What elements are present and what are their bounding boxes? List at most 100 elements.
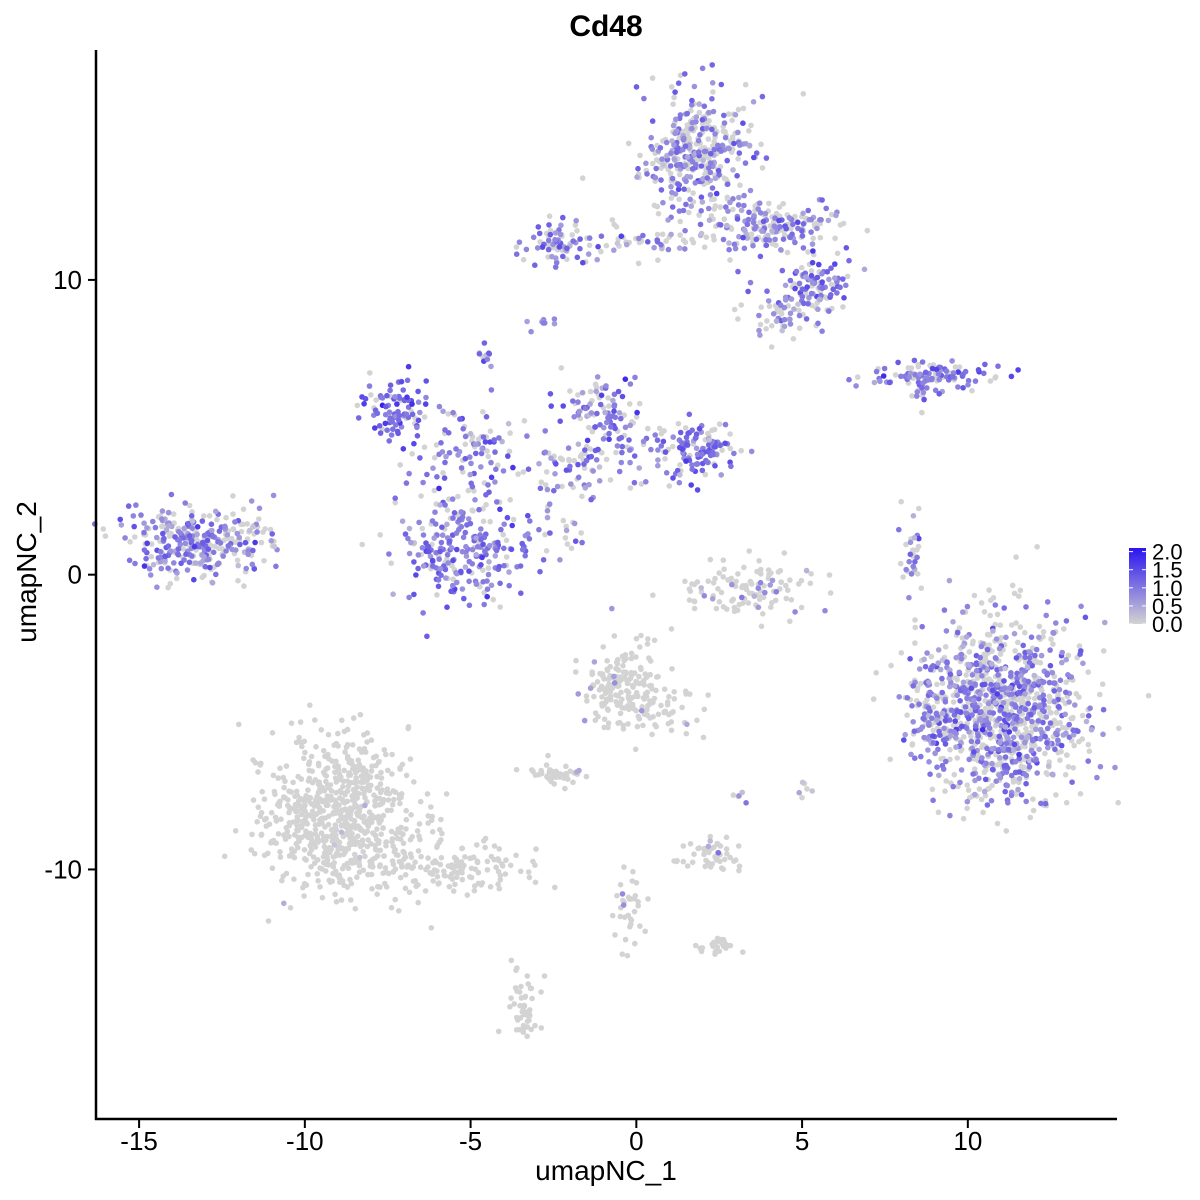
cell-point xyxy=(972,378,979,384)
cell-point xyxy=(971,766,978,772)
cell-point xyxy=(653,723,659,730)
cell-point xyxy=(962,704,969,710)
cell-point xyxy=(244,521,250,527)
cell-point xyxy=(355,415,362,421)
cell-point xyxy=(538,1025,545,1031)
cell-point xyxy=(1023,725,1029,732)
cell-point xyxy=(1027,814,1034,821)
cell-point xyxy=(689,119,696,126)
cell-point xyxy=(425,820,432,826)
cell-point xyxy=(995,363,1001,370)
cell-point xyxy=(763,326,769,332)
cell-point xyxy=(735,571,741,577)
cell-point xyxy=(325,862,332,868)
cell-point xyxy=(1046,679,1053,686)
cell-point xyxy=(1055,703,1062,710)
cell-point xyxy=(618,459,625,466)
cell-point xyxy=(1038,714,1045,720)
cell-point xyxy=(613,692,619,698)
cell-point xyxy=(725,208,731,214)
cell-point xyxy=(403,411,410,418)
cell-point xyxy=(455,452,461,458)
cell-point xyxy=(1042,800,1049,807)
cell-point xyxy=(323,868,329,874)
cell-point xyxy=(493,466,499,473)
cell-point xyxy=(735,316,741,322)
cell-point xyxy=(286,809,292,816)
cell-point xyxy=(220,553,226,559)
cell-point xyxy=(478,526,484,532)
cell-point xyxy=(1022,691,1028,697)
colorbar-label: 2.0 xyxy=(1152,540,1183,565)
cell-point xyxy=(630,684,636,690)
cell-point xyxy=(902,373,908,380)
cell-point xyxy=(374,773,380,780)
cell-point xyxy=(1066,699,1072,705)
cell-point xyxy=(615,667,622,673)
cell-point xyxy=(689,859,696,866)
cell-point xyxy=(989,687,996,694)
cell-point xyxy=(997,622,1004,628)
cell-point xyxy=(699,467,706,474)
cell-point xyxy=(769,241,776,247)
cell-point xyxy=(956,625,963,631)
cell-point xyxy=(907,539,914,546)
cell-point xyxy=(485,482,491,488)
cell-point xyxy=(1001,678,1007,684)
cell-point xyxy=(423,866,429,873)
cell-point xyxy=(981,370,987,377)
cell-point xyxy=(388,560,395,566)
cell-point xyxy=(645,896,651,902)
cell-point xyxy=(942,717,949,724)
cell-point xyxy=(694,451,701,458)
cell-point xyxy=(641,695,647,702)
cell-point xyxy=(354,810,360,816)
cell-point xyxy=(721,566,727,572)
cell-point xyxy=(691,851,697,857)
cell-point xyxy=(1017,587,1024,594)
cell-point xyxy=(992,602,999,608)
cell-point xyxy=(528,328,534,335)
cell-point xyxy=(705,843,712,850)
cell-point xyxy=(726,145,732,152)
x-tick-label: -15 xyxy=(120,1126,158,1156)
cell-point xyxy=(909,742,916,748)
cell-point xyxy=(716,172,722,178)
cell-point xyxy=(375,816,382,823)
cell-point xyxy=(269,865,276,871)
cell-point xyxy=(676,196,682,203)
cell-point xyxy=(968,738,975,745)
cell-point xyxy=(500,468,507,474)
cell-point xyxy=(986,676,992,682)
cell-point xyxy=(524,433,530,439)
cell-point xyxy=(972,723,979,729)
cell-point xyxy=(990,710,997,716)
cell-point xyxy=(260,529,266,535)
cell-point xyxy=(172,534,178,540)
cell-point xyxy=(903,541,909,548)
cell-point xyxy=(322,851,328,857)
cell-point xyxy=(536,230,543,237)
cell-point xyxy=(356,854,363,861)
cell-point xyxy=(994,691,1000,697)
cell-point xyxy=(548,403,554,409)
cell-point xyxy=(217,540,224,546)
cell-point xyxy=(689,427,695,434)
cell-point xyxy=(908,751,914,758)
cell-point xyxy=(669,204,676,210)
cell-point xyxy=(671,142,677,148)
cell-point xyxy=(212,508,219,515)
cell-point xyxy=(912,559,918,565)
cell-point xyxy=(454,579,460,586)
cell-point xyxy=(718,81,725,88)
cell-point xyxy=(798,264,805,271)
cell-point xyxy=(325,784,332,791)
cell-point xyxy=(480,409,486,415)
cell-point xyxy=(331,842,338,848)
cell-point xyxy=(618,233,625,239)
cell-point xyxy=(471,887,478,894)
cell-point xyxy=(658,187,665,193)
cell-point xyxy=(1016,755,1022,762)
cell-point xyxy=(620,897,626,904)
cell-point xyxy=(191,576,197,583)
